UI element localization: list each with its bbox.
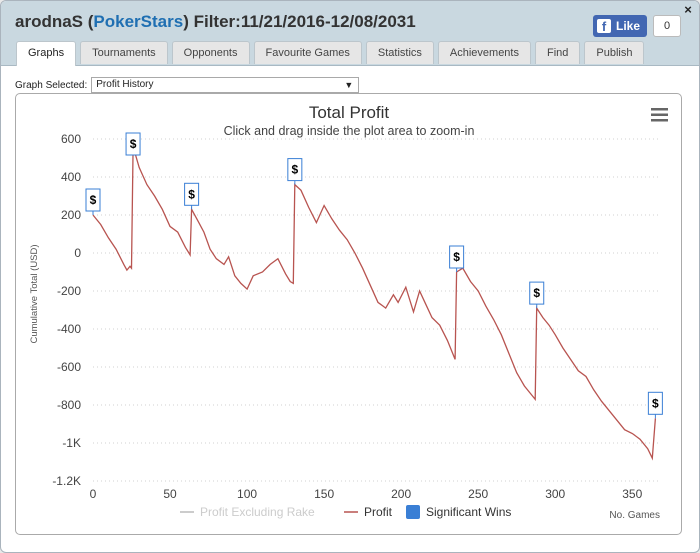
significant-win-flag[interactable]: $ bbox=[449, 245, 465, 272]
player-name: arodnaS bbox=[15, 12, 84, 31]
legend-label-significant-wins: Significant Wins bbox=[426, 505, 511, 519]
dropdown-arrow-icon: ▼ bbox=[344, 80, 354, 90]
legend-item-profit-excluding-rake[interactable]: Profit Excluding Rake bbox=[180, 505, 315, 519]
profit-series-line[interactable] bbox=[92, 146, 657, 461]
legend-label-profit: Profit bbox=[364, 505, 393, 519]
significant-win-label: $ bbox=[130, 137, 137, 151]
x-tick-label: 300 bbox=[545, 487, 565, 501]
tab-statistics[interactable]: Statistics bbox=[365, 41, 434, 64]
tab-publish[interactable]: Publish bbox=[584, 41, 645, 64]
facebook-like: f Like 0 bbox=[593, 15, 682, 37]
tab-find[interactable]: Find bbox=[534, 41, 581, 64]
x-tick-label: 100 bbox=[237, 487, 257, 501]
y-tick-label: -200 bbox=[57, 284, 81, 298]
chart-panel: Total Profit Click and drag inside the p… bbox=[15, 93, 682, 535]
graph-selector: Graph Selected: Profit History ▼ bbox=[15, 77, 360, 93]
graph-select-value: Profit History bbox=[96, 79, 154, 90]
facebook-like-button[interactable]: f Like bbox=[593, 15, 648, 37]
x-tick-label: 50 bbox=[163, 487, 177, 501]
x-axis-label: No. Games bbox=[609, 510, 660, 521]
x-tick-label: 250 bbox=[468, 487, 488, 501]
x-tick-label: 200 bbox=[391, 487, 411, 501]
window-title: arodnaS (PokerStars) Filter:11/21/2016-1… bbox=[15, 12, 416, 31]
y-tick-label: -600 bbox=[57, 360, 81, 374]
x-tick-label: 350 bbox=[622, 487, 642, 501]
y-tick-label: 400 bbox=[61, 170, 81, 184]
y-tick-label: 600 bbox=[61, 132, 81, 146]
significant-win-label: $ bbox=[291, 163, 298, 177]
significant-win-label: $ bbox=[188, 187, 195, 201]
site-link[interactable]: PokerStars bbox=[93, 12, 184, 31]
y-tick-label: -400 bbox=[57, 322, 81, 336]
profit-chart[interactable]: Total Profit Click and drag inside the p… bbox=[16, 94, 681, 534]
significant-win-flag[interactable]: $ bbox=[184, 182, 200, 210]
y-tick-label: -800 bbox=[57, 398, 81, 412]
x-tick-label: 0 bbox=[90, 487, 97, 501]
y-tick-label: -1K bbox=[62, 436, 81, 450]
filter-text: Filter:11/21/2016-12/08/2031 bbox=[193, 12, 416, 31]
significant-win-label: $ bbox=[453, 250, 460, 264]
legend-label-profit-excluding-rake: Profit Excluding Rake bbox=[200, 505, 315, 519]
legend-item-significant-wins[interactable]: Significant Wins bbox=[406, 505, 511, 519]
tab-graphs[interactable]: Graphs bbox=[16, 41, 77, 66]
close-icon[interactable]: × bbox=[684, 2, 692, 17]
facebook-icon: f bbox=[597, 19, 611, 34]
significant-win-flag[interactable]: $ bbox=[529, 281, 545, 309]
significant-win-flag[interactable]: $ bbox=[85, 188, 101, 215]
tab-favourite-games[interactable]: Favourite Games bbox=[253, 41, 362, 64]
significant-win-flag[interactable]: $ bbox=[647, 391, 663, 419]
graph-select-dropdown[interactable]: Profit History ▼ bbox=[91, 77, 360, 93]
chart-subtitle: Click and drag inside the plot area to z… bbox=[224, 124, 475, 138]
tab-bar: Graphs Tournaments Opponents Favourite G… bbox=[16, 41, 645, 66]
y-axis-label: Cumulative Total (USD) bbox=[29, 244, 40, 343]
y-tick-label: -1.2K bbox=[52, 474, 81, 488]
significant-win-flag[interactable]: $ bbox=[287, 158, 303, 185]
graph-select-label: Graph Selected: bbox=[15, 79, 88, 91]
tab-opponents[interactable]: Opponents bbox=[171, 41, 250, 64]
significant-win-label: $ bbox=[533, 286, 540, 300]
significant-win-label: $ bbox=[652, 396, 659, 410]
y-tick-label: 0 bbox=[74, 246, 81, 260]
legend-item-profit[interactable]: Profit bbox=[344, 505, 393, 519]
significant-win-flag[interactable]: $ bbox=[125, 132, 141, 156]
title-bar: arodnaS (PokerStars) Filter:11/21/2016-1… bbox=[1, 1, 699, 66]
significant-win-label: $ bbox=[90, 193, 97, 207]
chart-title: Total Profit bbox=[309, 103, 390, 122]
like-label: Like bbox=[616, 19, 641, 33]
chart-legend: Profit Excluding Rake Profit Significant… bbox=[180, 505, 511, 519]
like-count: 0 bbox=[653, 15, 682, 37]
chart-menu-icon[interactable] bbox=[651, 108, 668, 122]
x-tick-label: 150 bbox=[314, 487, 334, 501]
tab-tournaments[interactable]: Tournaments bbox=[80, 41, 168, 64]
tab-achievements[interactable]: Achievements bbox=[437, 41, 531, 64]
y-tick-label: 200 bbox=[61, 208, 81, 222]
